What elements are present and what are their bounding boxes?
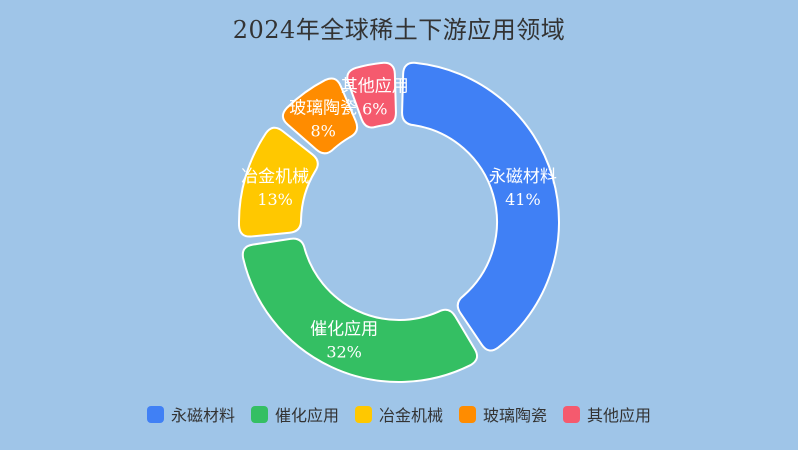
donut-slice-1[interactable] xyxy=(401,61,560,352)
slice-value-label: 41% xyxy=(505,190,541,209)
legend-swatch xyxy=(563,405,581,423)
slice-category-label: 冶金机械 xyxy=(241,167,309,187)
slice-value-label: 32% xyxy=(326,343,362,362)
slice-value-label: 6% xyxy=(362,99,387,118)
chart-legend: 永磁材料 催化应用 冶金机械 玻璃陶瓷 其他应用 xyxy=(0,402,798,426)
legend-item[interactable]: 玻璃陶瓷 xyxy=(459,402,547,426)
donut-slice-5[interactable] xyxy=(346,61,397,129)
slice-category-label: 玻璃陶瓷 xyxy=(289,99,357,119)
legend-swatch xyxy=(459,405,476,423)
legend-swatch xyxy=(146,405,164,423)
legend-label: 其他应用 xyxy=(587,406,652,425)
legend-item[interactable]: 其他应用 xyxy=(563,402,651,426)
legend-label: 冶金机械 xyxy=(378,406,443,425)
legend-swatch xyxy=(354,405,372,423)
donut-slice-3[interactable] xyxy=(238,126,319,238)
slice-value-label: 13% xyxy=(257,190,293,209)
slice-category-label: 催化应用 xyxy=(310,320,378,340)
legend-item[interactable]: 催化应用 xyxy=(250,402,339,426)
legend-label: 永磁材料 xyxy=(170,406,235,425)
donut-slice-4[interactable] xyxy=(281,77,359,155)
slice-category-label: 永磁材料 xyxy=(489,167,557,187)
slice-category-label: 其他应用 xyxy=(341,76,409,96)
legend-label: 催化应用 xyxy=(274,406,339,425)
legend-item[interactable]: 冶金机械 xyxy=(354,402,443,426)
legend-label: 玻璃陶瓷 xyxy=(483,406,548,425)
slice-value-label: 8% xyxy=(311,122,336,141)
legend-item[interactable]: 永磁材料 xyxy=(146,402,235,426)
donut-slice-2[interactable] xyxy=(241,237,479,383)
chart-title: 2024年全球稀土下游应用领域 xyxy=(232,16,566,44)
legend-swatch xyxy=(250,405,268,423)
